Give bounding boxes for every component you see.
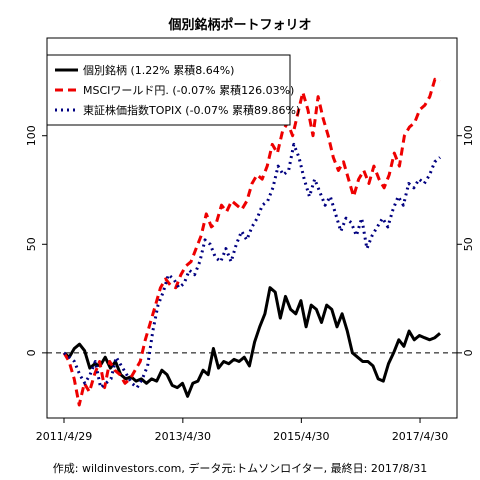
y-tick-label-right: 50 bbox=[462, 237, 475, 251]
y-tick-label-left: 100 bbox=[25, 125, 38, 146]
legend-label-3: 東証株価指数TOPIX (-0.07% 累積89.86%) bbox=[83, 103, 300, 117]
y-tick-label-right: 100 bbox=[462, 125, 475, 146]
series-line-3 bbox=[63, 142, 441, 390]
legend: 個別銘柄 (1.22% 累積8.64%) MSCIワールド円. (-0.07% 累… bbox=[46, 54, 300, 126]
chart-title: 個別銘柄ポートフォリオ bbox=[167, 17, 311, 33]
x-tick-label: 2013/4/30 bbox=[155, 430, 211, 443]
y-tick-label-left: 50 bbox=[25, 237, 38, 251]
x-axis: 2011/4/29 2013/4/30 2015/4/30 2017/4/30 bbox=[36, 418, 448, 443]
x-tick-label: 2011/4/29 bbox=[36, 430, 92, 443]
chart-caption: 作成: wildinvestors.com, データ元:トムソンロイター, 最終… bbox=[53, 461, 427, 475]
y-tick-label-right: 0 bbox=[462, 349, 475, 356]
series-layer bbox=[62, 77, 441, 407]
y-axis-right: 0 50 100 bbox=[457, 125, 475, 356]
series-line-1 bbox=[63, 286, 441, 398]
series-line-2 bbox=[62, 77, 441, 407]
x-tick-label: 2015/4/30 bbox=[273, 430, 329, 443]
legend-box bbox=[46, 54, 291, 126]
plot-frame bbox=[46, 37, 458, 419]
y-axis-left: 0 50 100 bbox=[25, 125, 47, 356]
y-tick-label-left: 0 bbox=[25, 349, 38, 356]
legend-label-1: 個別銘柄 (1.22% 累積8.64%) bbox=[83, 63, 234, 77]
legend-label-2: MSCIワールド円. (-0.07% 累積126.03%) bbox=[83, 83, 294, 97]
x-tick-label: 2017/4/30 bbox=[392, 430, 448, 443]
